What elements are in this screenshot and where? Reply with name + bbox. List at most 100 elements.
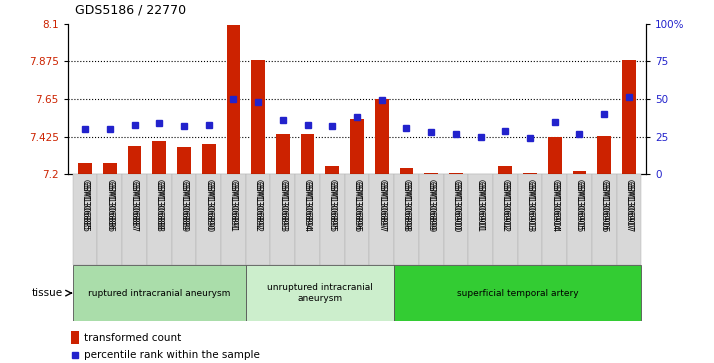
Text: GSM1306907: GSM1306907 [624, 179, 633, 230]
Text: GSM1306895: GSM1306895 [328, 182, 337, 233]
Text: GSM1306900: GSM1306900 [451, 179, 461, 230]
Bar [320, 174, 345, 265]
Text: GSM1306898: GSM1306898 [402, 179, 411, 230]
Bar [196, 174, 221, 265]
Text: GSM1306904: GSM1306904 [550, 179, 559, 230]
Text: GSM1306890: GSM1306890 [204, 179, 213, 230]
Bar [246, 174, 271, 265]
Text: GSM1306890: GSM1306890 [204, 182, 213, 233]
Text: GSM1306893: GSM1306893 [278, 182, 287, 233]
Text: GSM1306894: GSM1306894 [303, 179, 312, 230]
Bar [147, 174, 171, 265]
Text: GSM1306907: GSM1306907 [624, 182, 633, 233]
Bar [400, 168, 413, 174]
Text: GSM1306895: GSM1306895 [328, 179, 337, 230]
Text: GSM1306900: GSM1306900 [451, 182, 461, 233]
Bar [369, 174, 394, 265]
Text: transformed count: transformed count [84, 333, 181, 343]
Bar [246, 265, 394, 321]
Text: GSM1306896: GSM1306896 [353, 182, 361, 233]
Text: GSM1306899: GSM1306899 [427, 179, 436, 230]
Text: tissue: tissue [31, 288, 63, 298]
Text: GSM1306887: GSM1306887 [130, 179, 139, 230]
Text: GSM1306906: GSM1306906 [600, 179, 608, 230]
Bar [419, 174, 443, 265]
Text: GSM1306891: GSM1306891 [229, 179, 238, 230]
Text: GSM1306903: GSM1306903 [526, 182, 535, 233]
Text: GSM1306885: GSM1306885 [81, 182, 90, 232]
Bar [326, 166, 339, 174]
Bar [98, 174, 122, 265]
Text: GSM1306901: GSM1306901 [476, 179, 485, 230]
Bar [79, 163, 92, 174]
Text: GSM1306893: GSM1306893 [278, 179, 287, 230]
Bar [345, 174, 369, 265]
Bar [616, 174, 641, 265]
Text: GSM1306885: GSM1306885 [81, 179, 90, 230]
Bar [567, 174, 592, 265]
Bar [394, 265, 641, 321]
Text: GSM1306891: GSM1306891 [229, 182, 238, 232]
Text: GSM1306902: GSM1306902 [501, 182, 510, 233]
Bar [375, 99, 388, 174]
Bar [71, 331, 79, 344]
Bar [171, 174, 196, 265]
Bar [543, 174, 567, 265]
Text: GSM1306904: GSM1306904 [550, 182, 559, 233]
Text: GSM1306905: GSM1306905 [575, 182, 584, 233]
Bar [394, 174, 419, 265]
Bar [468, 174, 493, 265]
Bar [573, 171, 586, 174]
Text: GSM1306892: GSM1306892 [253, 182, 263, 232]
Text: GSM1306892: GSM1306892 [253, 179, 263, 230]
Text: GSM1306889: GSM1306889 [179, 182, 188, 232]
Text: GSM1306886: GSM1306886 [106, 182, 114, 232]
Bar [128, 146, 141, 174]
Bar [350, 119, 364, 174]
Bar [202, 144, 216, 174]
Text: GSM1306886: GSM1306886 [106, 179, 114, 230]
Text: GSM1306898: GSM1306898 [402, 182, 411, 232]
Bar [518, 174, 543, 265]
Text: GSM1306897: GSM1306897 [377, 182, 386, 233]
Text: GSM1306888: GSM1306888 [155, 179, 164, 230]
Text: GSM1306897: GSM1306897 [377, 179, 386, 230]
Text: percentile rank within the sample: percentile rank within the sample [84, 350, 260, 360]
Text: unruptured intracranial
aneurysm: unruptured intracranial aneurysm [267, 284, 373, 303]
Text: superficial temporal artery: superficial temporal artery [457, 289, 578, 298]
Bar [598, 136, 611, 174]
Text: GSM1306889: GSM1306889 [179, 179, 188, 230]
Text: GSM1306902: GSM1306902 [501, 179, 510, 230]
Bar [122, 174, 147, 265]
Bar [301, 134, 314, 174]
Bar [153, 141, 166, 174]
Text: GSM1306906: GSM1306906 [600, 182, 608, 233]
Text: GSM1306905: GSM1306905 [575, 179, 584, 230]
Bar [523, 172, 537, 174]
Text: GSM1306894: GSM1306894 [303, 182, 312, 233]
Bar [548, 138, 561, 174]
Bar [592, 174, 616, 265]
Text: GSM1306899: GSM1306899 [427, 182, 436, 233]
Bar [449, 172, 463, 174]
Bar [271, 174, 295, 265]
Bar [221, 174, 246, 265]
Bar [276, 134, 290, 174]
Text: ruptured intracranial aneurysm: ruptured intracranial aneurysm [88, 289, 231, 298]
Text: GSM1306903: GSM1306903 [526, 179, 535, 230]
Bar [622, 60, 635, 174]
Text: GSM1306896: GSM1306896 [353, 179, 361, 230]
Bar [73, 265, 246, 321]
Text: GSM1306888: GSM1306888 [155, 182, 164, 232]
Bar [103, 163, 116, 174]
Text: GSM1306901: GSM1306901 [476, 182, 485, 233]
Bar [295, 174, 320, 265]
Bar [424, 172, 438, 174]
Bar [498, 166, 512, 174]
Bar [177, 147, 191, 174]
Bar [251, 60, 265, 174]
Text: GDS5186 / 22770: GDS5186 / 22770 [75, 3, 186, 16]
Bar [493, 174, 518, 265]
Bar [443, 174, 468, 265]
Bar [73, 174, 98, 265]
